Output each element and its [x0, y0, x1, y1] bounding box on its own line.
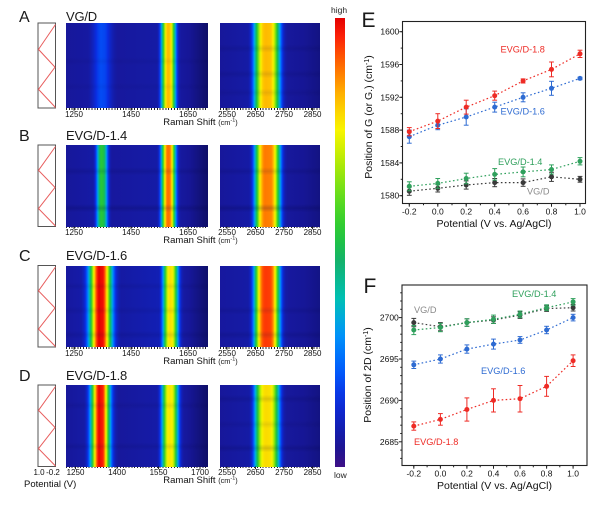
- svg-text:0.0: 0.0: [434, 468, 446, 478]
- svg-text:1600: 1600: [380, 27, 399, 37]
- svg-text:0.8: 0.8: [546, 206, 558, 216]
- svg-text:0.6: 0.6: [514, 468, 526, 478]
- svg-text:1588: 1588: [380, 125, 399, 135]
- svg-text:2690: 2690: [380, 395, 399, 405]
- svg-text:1.0: 1.0: [567, 468, 579, 478]
- svg-text:VG/D: VG/D: [414, 305, 437, 315]
- svg-text:EVG/D-1.4: EVG/D-1.4: [512, 289, 556, 299]
- svg-text:EVG/D-1.6: EVG/D-1.6: [481, 366, 525, 376]
- svg-text:2700: 2700: [380, 313, 399, 323]
- svg-text:VG/D: VG/D: [527, 187, 550, 197]
- svg-text:Potential (V vs. Ag/AgCl): Potential (V vs. Ag/AgCl): [437, 480, 552, 492]
- svg-text:EVG/D-1.4: EVG/D-1.4: [498, 157, 542, 167]
- svg-text:1580: 1580: [380, 191, 399, 201]
- svg-text:0.4: 0.4: [488, 468, 500, 478]
- svg-text:1584: 1584: [380, 158, 399, 168]
- svg-text:EVG/D-1.8: EVG/D-1.8: [414, 437, 458, 447]
- svg-text:-0.2: -0.2: [402, 206, 417, 216]
- svg-text:0.2: 0.2: [460, 206, 472, 216]
- svg-text:2695: 2695: [380, 354, 399, 364]
- svg-text:EVG/D-1.8: EVG/D-1.8: [501, 45, 545, 55]
- svg-text:0.0: 0.0: [432, 206, 444, 216]
- svg-text:0.2: 0.2: [461, 468, 473, 478]
- svg-text:Position of G (or G.) (cm-1): Position of G (or G.) (cm-1): [363, 55, 375, 179]
- svg-text:EVG/D-1.6: EVG/D-1.6: [501, 107, 545, 117]
- svg-text:1596: 1596: [380, 60, 399, 70]
- svg-text:0.8: 0.8: [541, 468, 553, 478]
- svg-text:0.4: 0.4: [489, 206, 501, 216]
- svg-text:1592: 1592: [380, 92, 399, 102]
- svg-text:Potential (V vs. Ag/AgCl): Potential (V vs. Ag/AgCl): [437, 218, 552, 230]
- svg-text:0.6: 0.6: [517, 206, 529, 216]
- svg-text:-0.2: -0.2: [406, 468, 421, 478]
- svg-text:Position of 2D (cm-1): Position of 2D (cm-1): [362, 327, 374, 423]
- svg-text:1.0: 1.0: [574, 206, 586, 216]
- svg-text:2685: 2685: [380, 437, 399, 447]
